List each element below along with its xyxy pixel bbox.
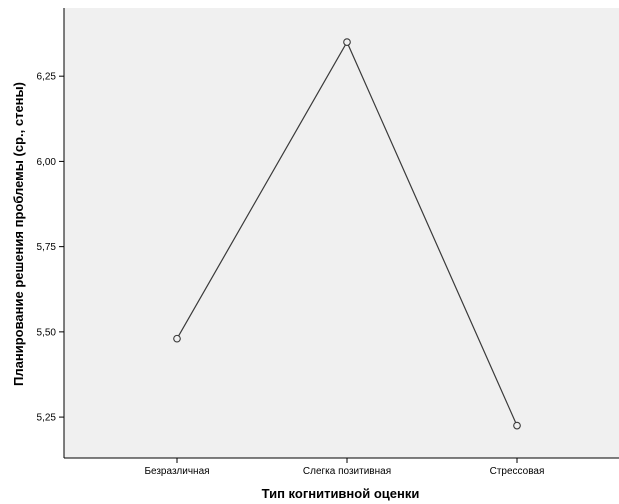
y-tick-label: 6,25 — [37, 72, 57, 83]
y-tick-label: 6,00 — [37, 157, 57, 168]
y-axis: 5,25 5,50 5,75 6,00 6,25 — [37, 8, 65, 458]
series-layer — [173, 38, 521, 430]
x-tick-label: Слегка позитивная — [303, 466, 391, 477]
data-point — [513, 421, 521, 430]
y-tick-label: 5,50 — [37, 327, 57, 338]
x-tick-label: Безразличная — [144, 466, 209, 477]
y-axis-title: Планирование решения проблемы (ср., стен… — [11, 82, 26, 386]
x-tick-label: Стрессовая — [490, 466, 545, 477]
data-point — [343, 38, 351, 46]
plot-area — [64, 8, 619, 458]
y-tick-label: 5,25 — [37, 413, 57, 424]
x-axis: Безразличная Слегка позитивная Стрессовая — [64, 457, 619, 477]
data-point — [173, 334, 181, 343]
x-axis-title: Тип когнитивной оценки — [262, 486, 420, 501]
y-tick-label: 5,75 — [37, 242, 57, 253]
